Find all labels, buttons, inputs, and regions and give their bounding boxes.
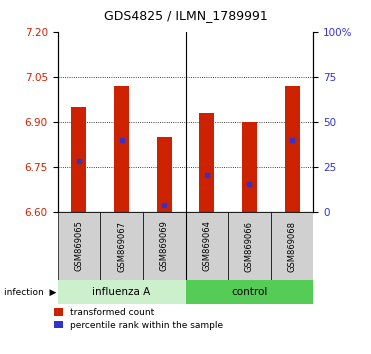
Text: control: control [231, 287, 268, 297]
Bar [100, 212, 143, 280]
Bar [58, 280, 186, 304]
Bar [186, 212, 228, 280]
Text: GDS4825 / ILMN_1789991: GDS4825 / ILMN_1789991 [104, 9, 267, 22]
Bar [114, 86, 129, 212]
Bar [143, 212, 186, 280]
Bar [199, 113, 214, 212]
Text: GSM869064: GSM869064 [202, 221, 211, 272]
Text: GSM869069: GSM869069 [160, 221, 169, 272]
Text: GSM869066: GSM869066 [245, 221, 254, 272]
Bar [71, 107, 86, 212]
Bar [157, 137, 172, 212]
Text: GSM869065: GSM869065 [74, 221, 83, 272]
Bar [271, 212, 313, 280]
Text: GSM869068: GSM869068 [288, 221, 297, 272]
Text: infection  ▶: infection ▶ [4, 287, 56, 297]
Legend: transformed count, percentile rank within the sample: transformed count, percentile rank withi… [50, 304, 227, 333]
Bar [242, 122, 257, 212]
Bar [186, 280, 313, 304]
Bar [285, 86, 300, 212]
Bar [228, 212, 271, 280]
Text: GSM869067: GSM869067 [117, 221, 126, 272]
Text: influenza A: influenza A [92, 287, 151, 297]
Bar [58, 212, 100, 280]
